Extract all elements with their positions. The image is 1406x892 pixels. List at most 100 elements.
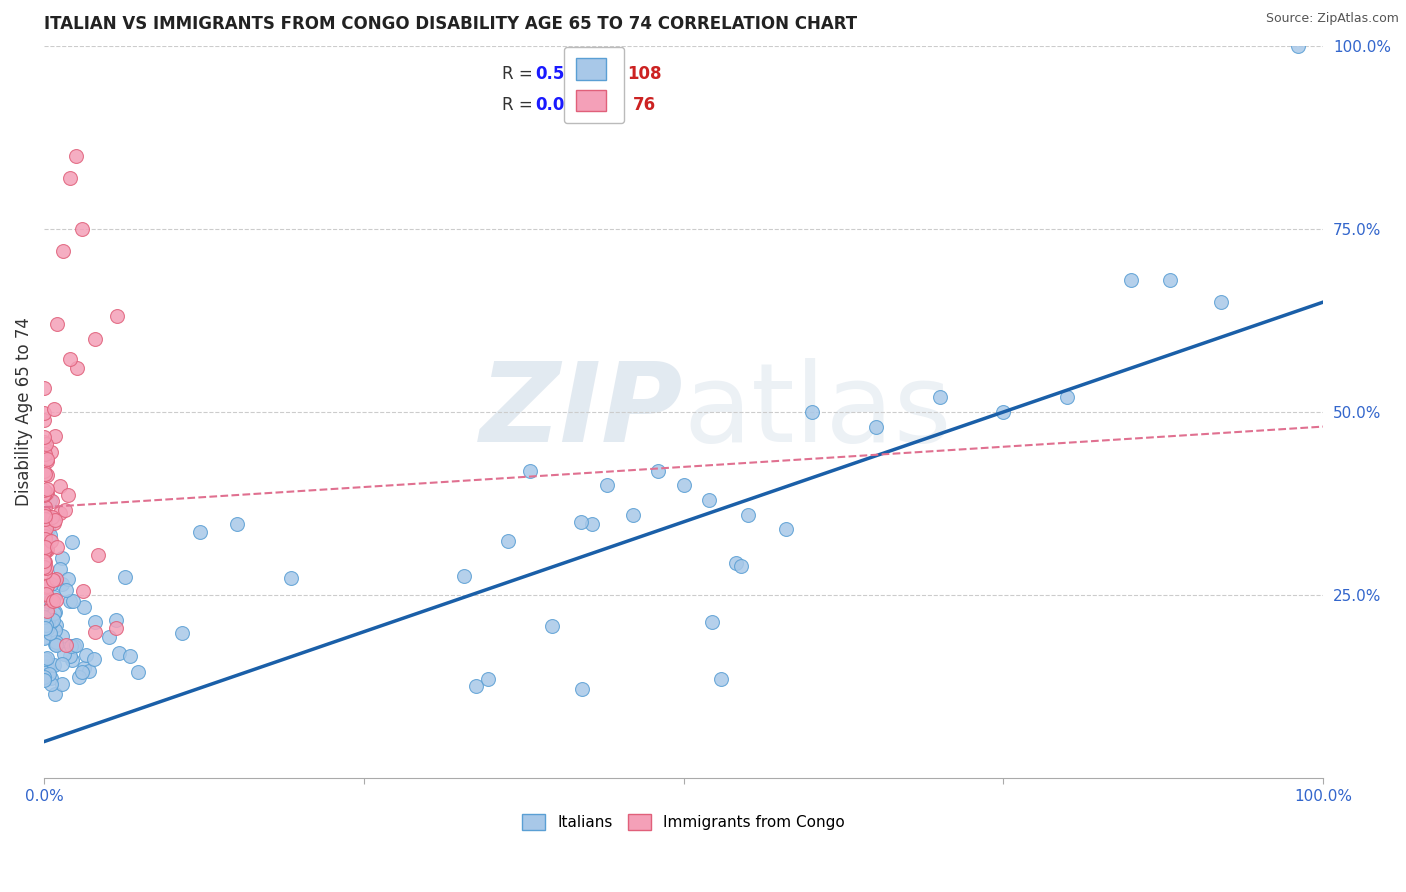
Point: [34, 651, 56, 665]
Point: [55, 638, 77, 652]
Point: [571, 681, 593, 696]
Point: [35, 580, 58, 594]
Point: [32, 543, 55, 558]
Point: [170, 625, 193, 640]
Point: [48, 479, 70, 493]
Point: [32, 554, 55, 568]
Point: [73, 661, 96, 675]
Point: [37, 522, 59, 536]
Point: [32, 487, 55, 501]
Text: R =: R =: [502, 64, 538, 83]
Point: [42, 594, 65, 608]
Point: [35, 541, 58, 555]
Text: Source: ZipAtlas.com: Source: ZipAtlas.com: [1265, 12, 1399, 25]
Point: [647, 464, 669, 478]
Point: [60, 535, 83, 549]
Point: [39, 677, 62, 691]
Point: [928, 390, 950, 404]
Point: [32, 559, 55, 574]
Point: [104, 613, 127, 627]
Point: [41, 494, 63, 508]
Point: [34, 529, 56, 543]
Point: [34, 621, 56, 635]
Point: [32, 441, 55, 455]
Point: [105, 622, 128, 636]
Point: [34, 488, 56, 502]
Text: ZIP: ZIP: [481, 359, 683, 466]
Point: [775, 522, 797, 536]
Point: [32, 622, 55, 636]
Point: [37, 604, 59, 618]
Point: [51, 676, 73, 690]
Point: [39, 615, 62, 629]
Point: [32, 597, 55, 611]
Point: [108, 646, 131, 660]
Point: [59, 170, 82, 185]
Point: [37, 651, 59, 665]
Point: [59, 594, 82, 608]
Point: [52, 244, 75, 258]
Point: [34, 561, 56, 575]
Point: [45, 317, 67, 331]
Point: [35, 586, 58, 600]
Point: [38, 666, 60, 681]
Point: [83, 652, 105, 666]
Point: [53, 647, 76, 661]
Point: [32, 670, 55, 684]
Point: [672, 478, 695, 492]
Point: [35, 482, 58, 496]
Point: [34, 435, 56, 450]
Point: [32, 464, 55, 478]
Point: [35, 591, 58, 605]
Point: [37, 614, 59, 628]
Point: [44, 624, 66, 638]
Point: [44, 637, 66, 651]
Point: [58, 572, 80, 586]
Point: [60, 653, 83, 667]
Point: [45, 593, 67, 607]
Point: [865, 419, 887, 434]
Point: [34, 413, 56, 427]
Point: [114, 569, 136, 583]
Point: [280, 571, 302, 585]
Point: [62, 640, 84, 654]
Point: [72, 222, 94, 236]
Point: [98, 630, 121, 644]
Point: [67, 670, 90, 684]
Point: [35, 585, 58, 599]
Point: [65, 639, 87, 653]
Point: [44, 687, 66, 701]
Point: [226, 517, 249, 532]
Point: [35, 584, 58, 599]
Point: [34, 447, 56, 461]
Text: 108: 108: [627, 64, 662, 83]
Text: 0.030: 0.030: [536, 96, 588, 114]
Point: [66, 360, 89, 375]
Point: [596, 478, 619, 492]
Point: [477, 673, 499, 687]
Point: [700, 615, 723, 630]
Point: [34, 555, 56, 569]
Point: [51, 629, 73, 643]
Point: [993, 405, 1015, 419]
Point: [59, 639, 82, 653]
Point: [35, 617, 58, 632]
Point: [118, 649, 141, 664]
Point: [621, 508, 644, 522]
Point: [737, 508, 759, 522]
Point: [496, 533, 519, 548]
Point: [34, 509, 56, 524]
Point: [519, 464, 541, 478]
Point: [34, 486, 56, 500]
Point: [45, 635, 67, 649]
Point: [32, 381, 55, 395]
Point: [41, 593, 63, 607]
Point: [42, 591, 65, 605]
Point: [51, 551, 73, 566]
Point: [51, 576, 73, 591]
Point: [42, 657, 65, 672]
Point: [62, 594, 84, 608]
Text: atlas: atlas: [683, 359, 952, 466]
Point: [35, 521, 58, 535]
Point: [1159, 273, 1181, 287]
